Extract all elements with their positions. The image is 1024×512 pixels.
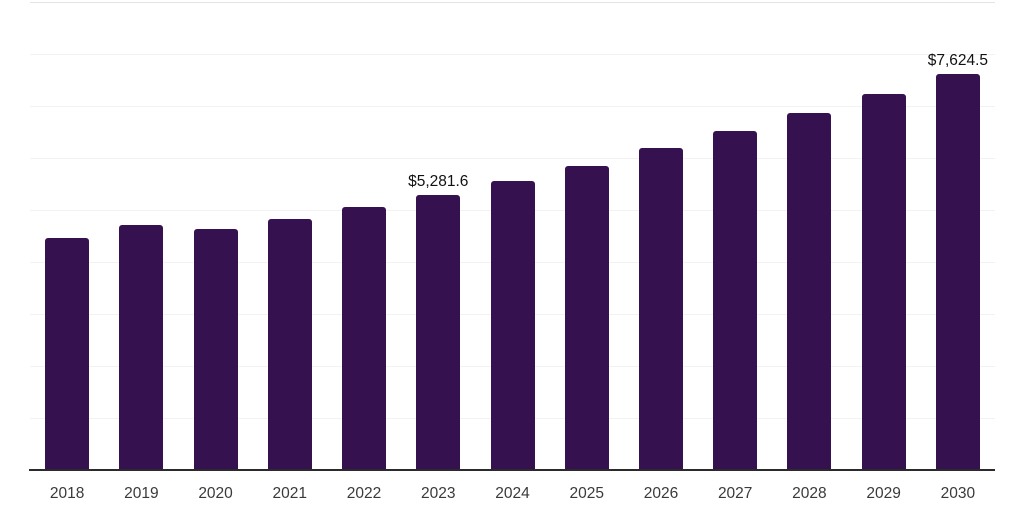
x-tick-2028: 2028 [792,485,827,502]
x-tick-2025: 2025 [569,485,604,502]
bar-2020 [193,228,238,470]
bar-2018 [45,237,90,470]
x-tick-2023: 2023 [421,485,456,502]
x-tick-2020: 2020 [198,485,233,502]
gridline [30,54,995,55]
x-tick-2027: 2027 [717,485,753,502]
x-tick-2024: 2024 [495,485,530,502]
x-tick-2019: 2019 [124,485,159,502]
data-label-2023: $5,281.6 [408,173,469,191]
bar-2029 [861,93,906,470]
x-tick-2021: 2021 [272,485,308,502]
x-tick-2030: 2030 [940,485,976,502]
bar-2021 [267,219,312,470]
x-tick-2029: 2029 [866,485,901,502]
x-tick-2018: 2018 [49,485,85,502]
bar-2025 [564,165,609,470]
x-tick-2026: 2026 [643,485,679,502]
bar-2024 [490,181,535,470]
bar-2026 [638,148,683,470]
bar-2028 [787,113,832,470]
gridline [30,158,995,159]
bar-2019 [119,224,164,470]
x-axis-line [29,469,995,471]
bar-2027 [713,131,758,470]
bar-2023 [416,195,461,470]
bar-2030 [935,73,980,470]
top-gridline [30,2,995,3]
bar-2022 [342,206,387,470]
data-label-2030: $7,624.5 [927,51,989,69]
x-tick-2022: 2022 [346,485,382,502]
gridline [30,106,995,107]
